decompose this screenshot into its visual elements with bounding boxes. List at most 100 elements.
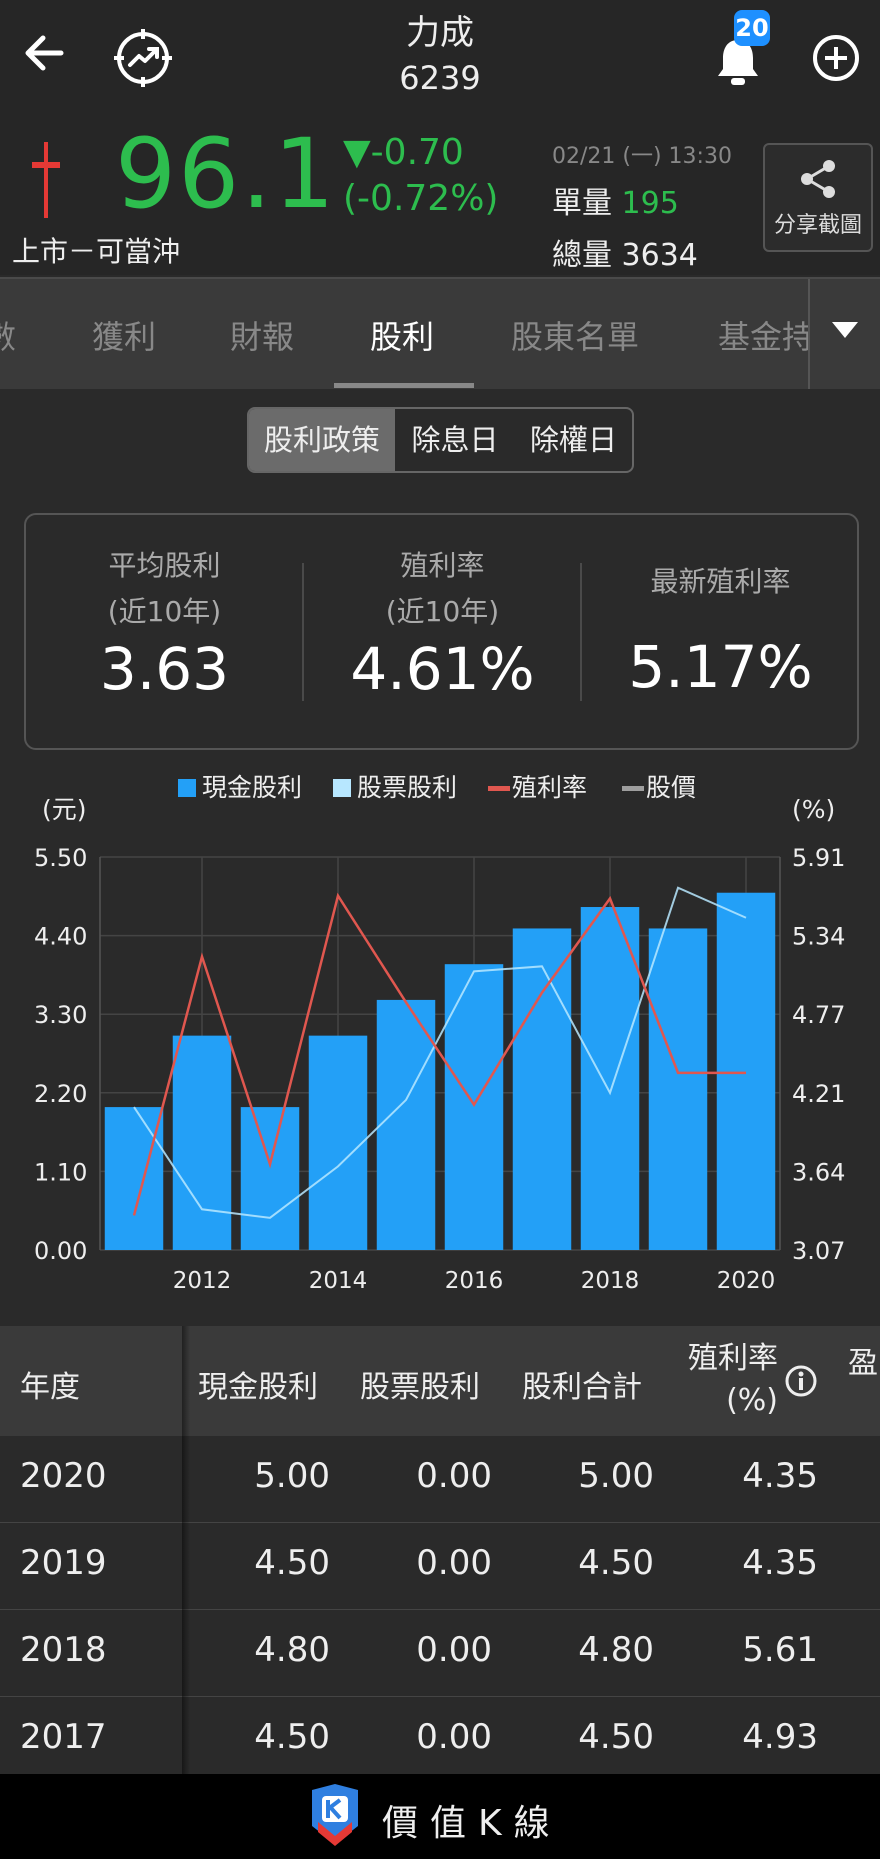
change-value: ▼-0.70	[343, 132, 464, 173]
tab-partial-left[interactable]: 數	[0, 312, 16, 358]
stat-label: 平均股利 (近10年)	[26, 543, 303, 635]
app-logo-icon	[306, 1782, 364, 1852]
back-arrow-icon[interactable]	[16, 25, 72, 81]
bar-cash-dividend	[580, 907, 640, 1250]
add-circle-icon[interactable]	[808, 30, 864, 86]
table-header: 年度 現金股利 股票股利 股利合計 殖利率 (%) 盈	[0, 1326, 880, 1436]
tab-fund-holdings[interactable]: 基金持	[718, 318, 808, 356]
legend-label: 股票股利	[357, 773, 457, 802]
cell-year: 2018	[20, 1630, 107, 1670]
cell-stock-dividend: 0.00	[416, 1630, 492, 1670]
cell-year: 2017	[20, 1717, 107, 1757]
x-tick-label: 2016	[445, 1268, 504, 1294]
stat-label-line2: (近10年)	[107, 595, 222, 628]
table-row[interactable]: 2019 4.50 0.00 4.50 4.35	[0, 1523, 880, 1611]
segment-ex-dividend-date[interactable]: 除息日	[411, 423, 499, 457]
trend-target-icon[interactable]	[110, 25, 176, 91]
right-axis-unit: (%)	[792, 795, 835, 824]
cell-cash-dividend: 4.80	[254, 1630, 330, 1670]
stat-divider	[302, 563, 304, 701]
header-stock-dividend: 股票股利	[360, 1370, 480, 1405]
bar-cash-dividend	[376, 999, 436, 1250]
bell-icon[interactable]	[708, 34, 768, 90]
share-screenshot-button[interactable]: 分享截圖	[763, 143, 873, 252]
share-label: 分享截圖	[773, 213, 862, 238]
unit-volume-row: 單量 195	[552, 178, 732, 222]
cell-stock-dividend: 0.00	[416, 1717, 492, 1757]
active-tab-indicator	[334, 383, 474, 388]
stock-name: 力成	[406, 13, 474, 53]
left-axis-unit: (元)	[42, 795, 87, 824]
quote-info: 02/21 (一) 13:30 單量 195 總量 3634	[552, 138, 732, 274]
bar-cash-dividend	[240, 1107, 300, 1250]
cell-total-dividend: 4.50	[578, 1717, 654, 1757]
cell-stock-dividend: 0.00	[416, 1543, 492, 1583]
stat-value: 5.17%	[628, 633, 813, 701]
market-note: 上市－可當沖	[12, 235, 181, 268]
x-tick-label: 2018	[581, 1268, 640, 1294]
line-yield	[132, 892, 746, 1216]
right-tick-label: 3.07	[792, 1237, 845, 1265]
share-icon	[801, 160, 835, 198]
table-row[interactable]: 2020 5.00 0.00 5.00 4.35	[0, 1436, 880, 1524]
bar-cash-dividend	[648, 928, 708, 1250]
header-year: 年度	[20, 1370, 80, 1405]
bar-cash-dividend	[512, 928, 572, 1250]
dividend-chart: 現金股利 股票股利 殖利率 股價 (元) (%) 5.50 5.91 4.40 5.34 3.30 4…	[0, 760, 880, 1300]
table-row[interactable]: 2017 4.50 0.00 4.50 4.93	[0, 1697, 880, 1774]
right-tick-label: 5.34	[792, 923, 845, 951]
section-tabs: 數 獲利 財報 股利 股東名單 基金持	[0, 277, 880, 389]
tab-dividend[interactable]: 股利	[370, 318, 435, 356]
cell-year: 2020	[20, 1456, 107, 1496]
cell-total-dividend: 4.50	[578, 1543, 654, 1583]
left-tick-label: 2.20	[34, 1080, 87, 1108]
tab-shareholders[interactable]: 股東名單	[511, 318, 640, 356]
candle-icon	[28, 140, 64, 220]
quote-time: 02/21 (一) 13:30	[552, 144, 732, 169]
segment-dividend-policy[interactable]: 股利政策	[249, 409, 395, 471]
stat-label-line1: 平均股利	[108, 549, 221, 582]
left-tick-label: 4.40	[34, 923, 87, 951]
tab-profit[interactable]: 獲利	[92, 318, 157, 356]
cell-cash-dividend: 4.50	[254, 1717, 330, 1757]
info-icon[interactable]	[784, 1364, 818, 1402]
stat-label: 殖利率 (近10年)	[304, 543, 581, 635]
change-percent: (-0.72%)	[343, 178, 499, 219]
unit-volume-value: 195	[621, 186, 679, 221]
right-tick-label: 4.77	[792, 1001, 845, 1029]
notification-count-badge: 20	[734, 10, 770, 46]
left-tick-label: 0.00	[34, 1237, 87, 1265]
cell-total-dividend: 5.00	[578, 1456, 654, 1496]
right-tick-label: 3.64	[792, 1158, 845, 1186]
cell-yield: 4.35	[742, 1543, 818, 1583]
header-total-dividend: 股利合計	[522, 1370, 642, 1405]
right-tick-label: 4.21	[792, 1080, 845, 1108]
stat-divider	[580, 563, 582, 701]
cell-yield: 5.61	[742, 1630, 818, 1670]
table-row[interactable]: 2018 4.80 0.00 4.80 5.61	[0, 1610, 880, 1698]
right-tick-label: 5.91	[792, 844, 845, 872]
tabs-dropdown-icon[interactable]	[830, 319, 860, 345]
dividend-stats-card: 平均股利 (近10年) 3.63 殖利率 (近10年) 4.61% 最新殖利率 5.…	[24, 513, 859, 750]
stat-label: 最新殖利率	[582, 559, 859, 605]
header-yield: 殖利率 (%)	[688, 1341, 778, 1418]
current-price: 96.1	[115, 118, 337, 230]
price-change: ▼-0.70 (-0.72%)	[343, 130, 498, 222]
segment-ex-rights-date[interactable]: 除權日	[529, 423, 617, 457]
stat-latest-yield: 最新殖利率 5.17%	[582, 515, 859, 748]
app-brand-name: 價值K線	[382, 1803, 562, 1844]
line-stock-price	[133, 886, 747, 1219]
tab-financials[interactable]: 財報	[230, 318, 295, 356]
bar-cash-dividend	[308, 1035, 368, 1250]
header-eps-partial: 盈	[848, 1346, 878, 1381]
legend-swatch	[333, 779, 351, 797]
left-tick-label: 1.10	[34, 1158, 87, 1186]
cell-stock-dividend: 0.00	[416, 1456, 492, 1496]
stat-label-line1: 殖利率	[400, 549, 485, 582]
x-tick-label: 2012	[173, 1268, 232, 1294]
stock-code: 6239	[399, 59, 481, 97]
legend-label: 股價	[646, 773, 696, 802]
legend-swatch	[178, 779, 196, 797]
cell-yield: 4.93	[742, 1717, 818, 1757]
footer-bar: 價值K線	[0, 1774, 880, 1859]
